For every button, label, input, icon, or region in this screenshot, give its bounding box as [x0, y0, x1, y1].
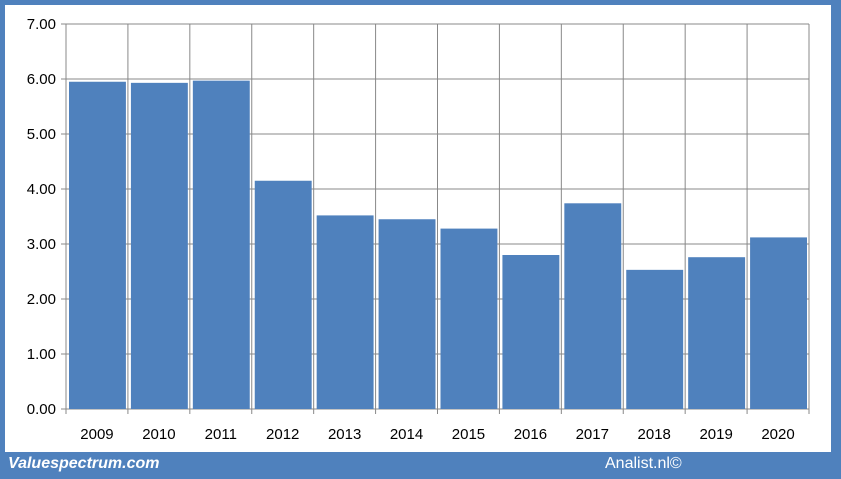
footer-source-left: Valuespectrum.com — [8, 455, 160, 472]
bar-2020 — [750, 237, 807, 409]
x-tick-label: 2014 — [390, 426, 423, 443]
y-tick-label: 5.00 — [27, 126, 56, 143]
bar-2013 — [316, 215, 374, 409]
bar-2014 — [378, 219, 436, 409]
x-tick-label: 2009 — [80, 426, 113, 443]
bar-2015 — [440, 228, 498, 409]
bar-2019 — [688, 257, 746, 409]
x-axis-ticks: 2009 2010 2011 2012 2013 2014 2015 2016 2017 2018… — [80, 426, 794, 443]
footer-source-right: Analist.nl© — [605, 455, 682, 472]
y-tick-label: 1.00 — [27, 346, 56, 363]
x-tick-label: 2011 — [205, 426, 237, 443]
y-tick-label: 6.00 — [27, 71, 56, 88]
chart-panel: 0.00 1.00 2.00 3.00 4.00 5.00 6.00 7.00 2009 201… — [5, 5, 831, 452]
y-tick-label: 0.00 — [27, 401, 56, 418]
y-tick-label: 7.00 — [27, 16, 56, 33]
bar-2009 — [69, 81, 126, 409]
x-tick-label: 2020 — [761, 426, 794, 443]
x-tick-label: 2015 — [452, 426, 485, 443]
y-tick-label: 4.00 — [27, 181, 56, 198]
x-tick-label: 2016 — [514, 426, 547, 443]
x-tick-label: 2013 — [328, 426, 361, 443]
bar-2011 — [192, 80, 250, 410]
bar-2016 — [502, 255, 560, 409]
x-tick-label: 2017 — [576, 426, 609, 443]
bar-2018 — [626, 269, 684, 409]
bar-2017 — [564, 203, 622, 409]
y-axis-ticks: 0.00 1.00 2.00 3.00 4.00 5.00 6.00 7.00 — [27, 16, 56, 418]
bar-chart: 0.00 1.00 2.00 3.00 4.00 5.00 6.00 7.00 2009 201… — [27, 16, 810, 443]
bar-2010 — [130, 82, 188, 409]
x-tick-label: 2019 — [699, 426, 732, 443]
x-tick-label: 2010 — [142, 426, 175, 443]
bars — [69, 80, 807, 410]
y-tick-label: 2.00 — [27, 291, 56, 308]
bar-2012 — [254, 180, 312, 409]
y-tick-label: 3.00 — [27, 236, 56, 253]
x-tick-label: 2018 — [638, 426, 671, 443]
x-tick-label: 2012 — [266, 426, 299, 443]
grid — [61, 23, 810, 414]
